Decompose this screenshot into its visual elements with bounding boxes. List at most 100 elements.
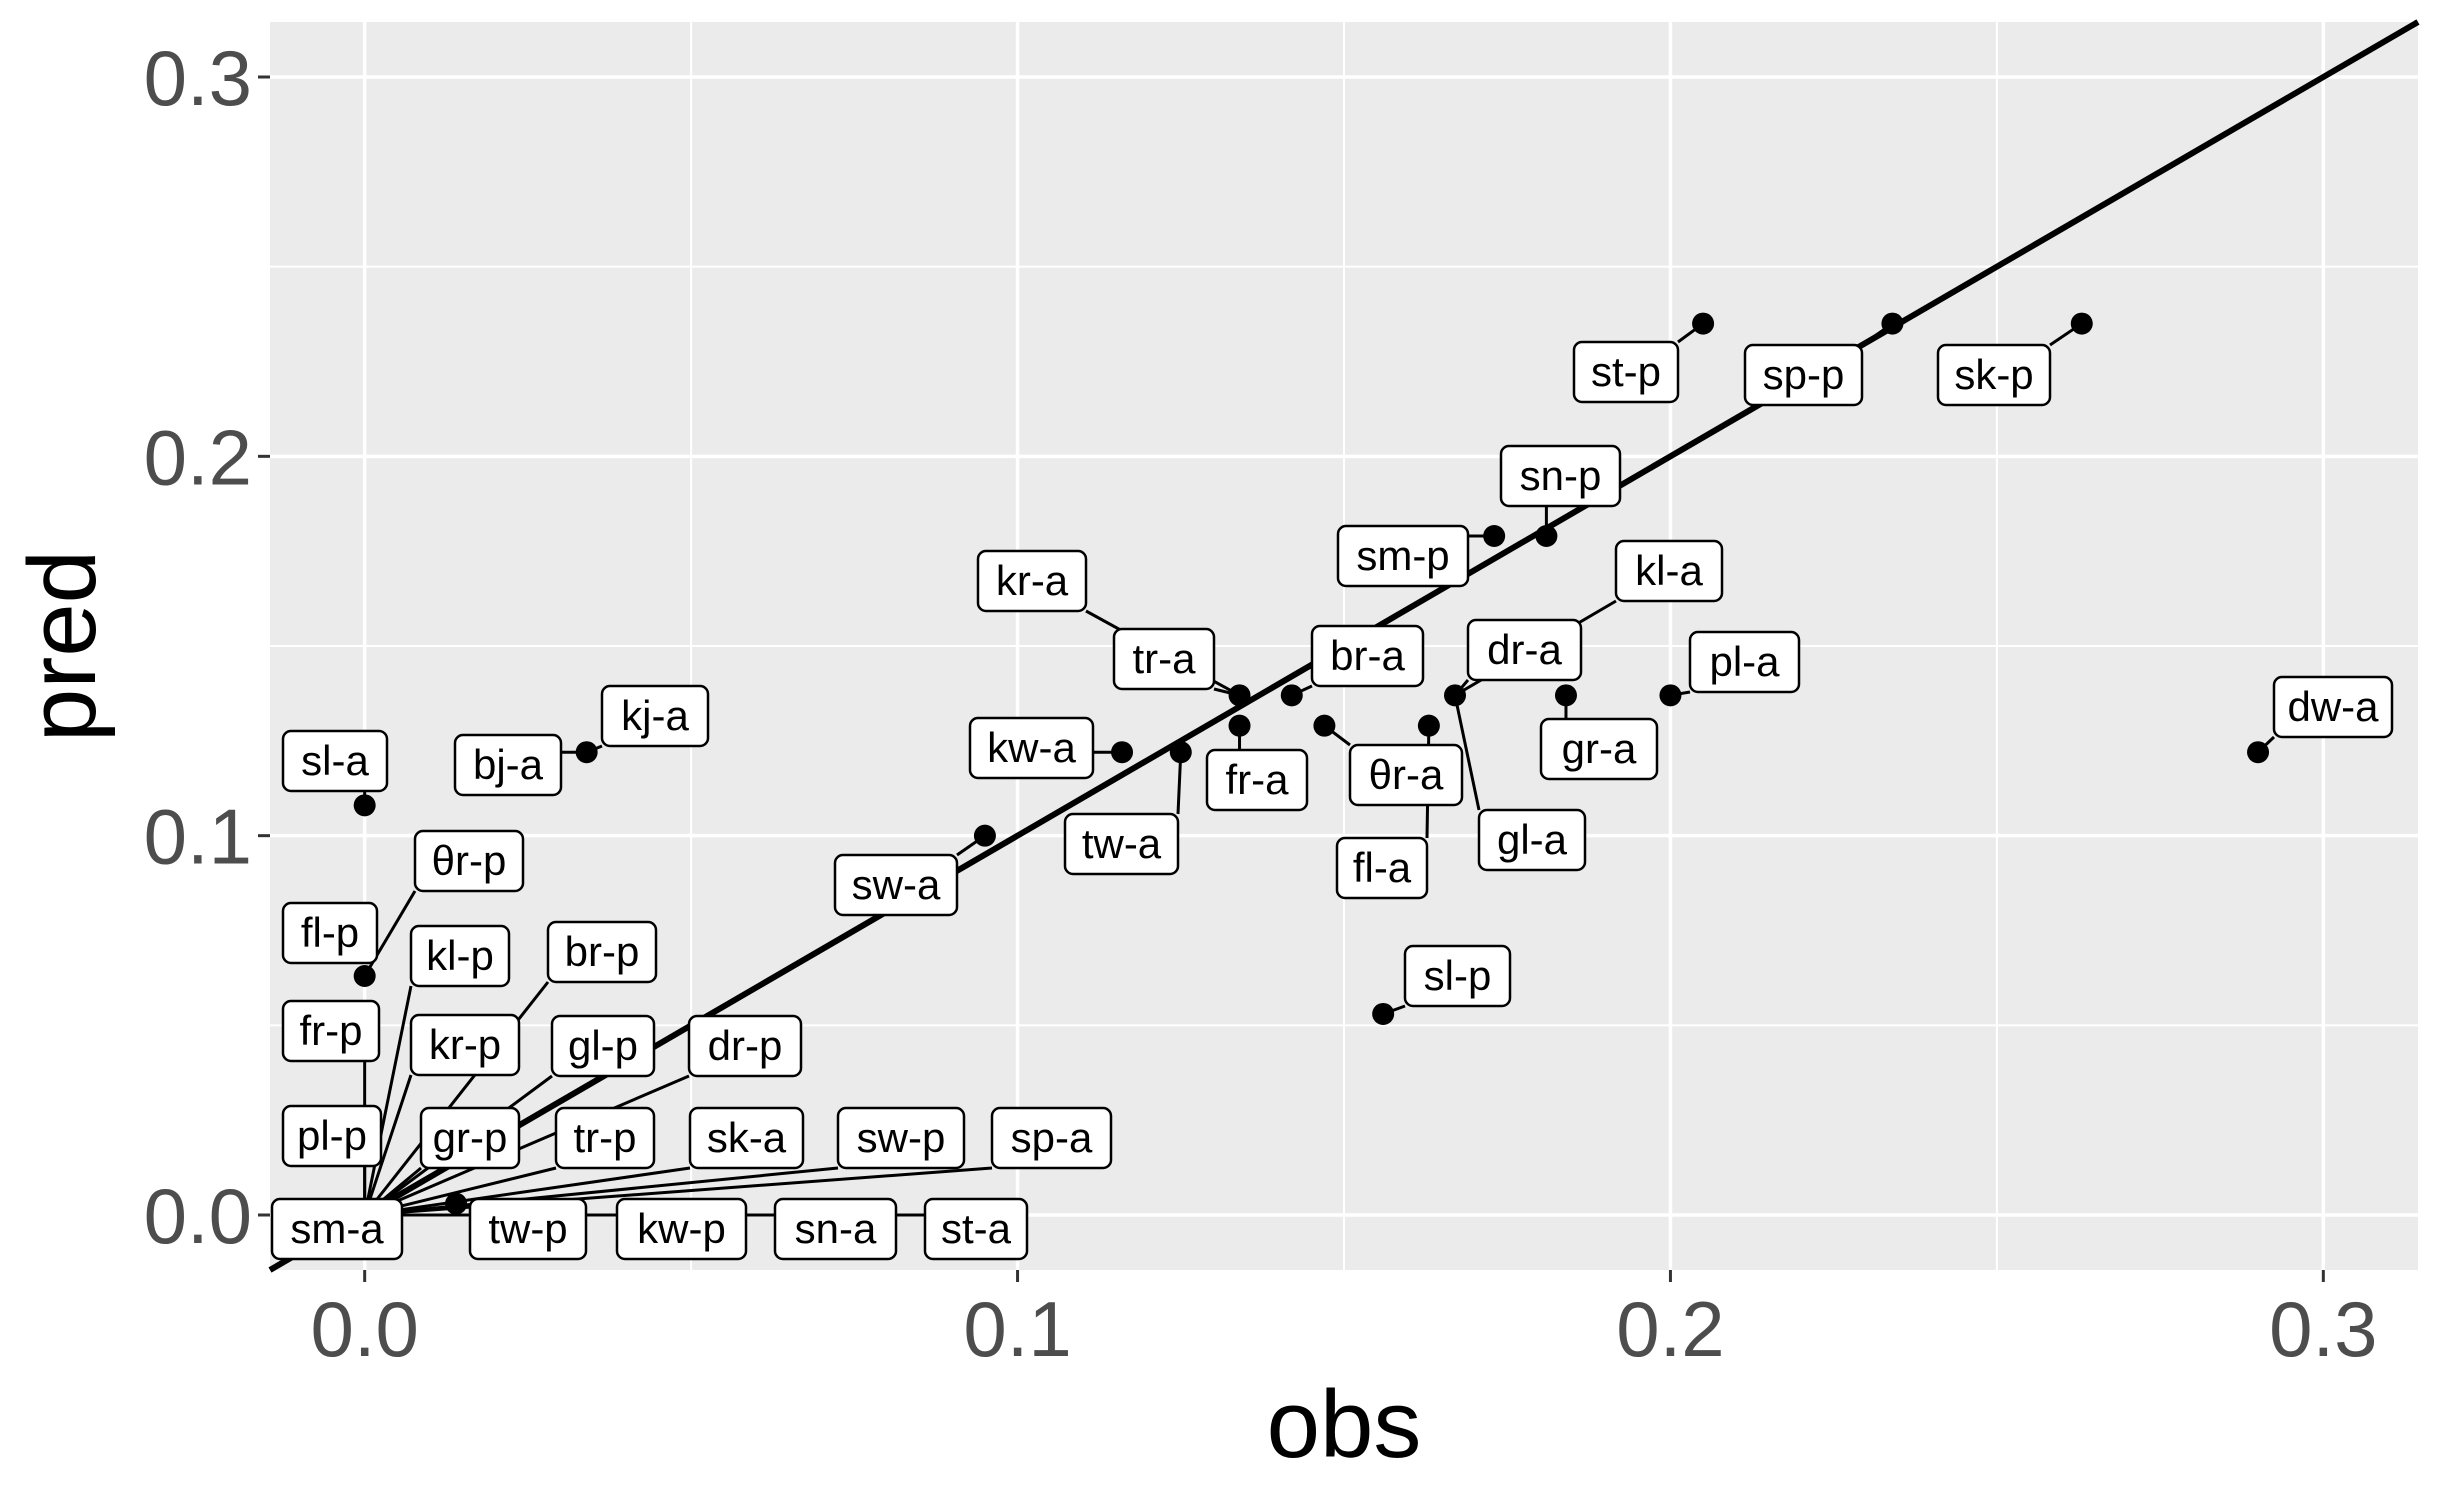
label-box xyxy=(1112,627,1216,691)
label-text: fl-p xyxy=(301,909,359,956)
data-point-sw-a xyxy=(973,824,996,847)
label-box xyxy=(600,684,710,748)
label-box xyxy=(1936,343,2052,407)
data-point-dw-a xyxy=(2247,741,2270,764)
x-tick-label: 0.2 xyxy=(1616,1285,1724,1373)
point-label-θr-a: θr-a xyxy=(1348,743,1464,807)
label-text: tw-a xyxy=(1082,820,1162,867)
leader-line-sk-a xyxy=(364,1166,691,1217)
label-box xyxy=(1466,618,1583,682)
label-box xyxy=(687,1014,803,1078)
data-point-kl-a xyxy=(1443,684,1466,707)
data-point-pl-a xyxy=(1659,684,1682,707)
point-label-θr-p: θr-p xyxy=(413,829,525,893)
label-text: sk-p xyxy=(1954,351,2033,398)
label-box xyxy=(281,729,389,793)
label-text: kl-p xyxy=(426,932,494,979)
data-point-θr-p xyxy=(353,965,376,988)
data-point-gr-a xyxy=(1554,684,1577,707)
label-text: br-a xyxy=(1330,632,1405,679)
point-label-sw-a: sw-a xyxy=(833,853,959,917)
label-text: bj-a xyxy=(473,741,544,788)
label-text: sw-p xyxy=(857,1114,946,1161)
label-box xyxy=(615,1197,748,1261)
label-box xyxy=(1688,630,1801,694)
x-axis-title: obs xyxy=(1267,1371,1422,1478)
leader-line-kl-p xyxy=(363,985,413,1216)
label-text: fr-a xyxy=(1226,756,1290,803)
leader-line-sw-p xyxy=(364,1166,839,1217)
label-text: gl-p xyxy=(568,1022,638,1069)
label-box xyxy=(1348,743,1464,807)
point-label-kl-p: kl-p xyxy=(409,924,511,988)
label-box xyxy=(833,853,959,917)
data-point-sk-p xyxy=(2070,312,2093,335)
data-point-tw-p xyxy=(445,1192,468,1215)
point-label-sn-a: sn-a xyxy=(773,1197,898,1261)
data-points xyxy=(353,312,2270,1226)
x-tick-label: 0.3 xyxy=(2269,1285,2377,1373)
label-box xyxy=(453,733,563,797)
point-label-sk-p: sk-p xyxy=(1936,343,2052,407)
label-text: tr-p xyxy=(574,1114,637,1161)
label-text: sm-p xyxy=(1356,532,1449,579)
point-label-kw-p: kw-p xyxy=(615,1197,748,1261)
label-text: sk-a xyxy=(707,1114,787,1161)
label-text: kw-p xyxy=(637,1205,726,1252)
label-box xyxy=(1335,836,1429,900)
point-label-kl-a: kl-a xyxy=(1614,539,1724,603)
data-point-kj-a xyxy=(575,741,598,764)
point-label-kr-p: kr-p xyxy=(409,1013,521,1077)
label-text: kj-a xyxy=(621,692,689,739)
label-text: sm-a xyxy=(290,1205,384,1252)
point-label-dr-p: dr-p xyxy=(687,1014,803,1078)
point-label-tw-p: tw-p xyxy=(468,1197,588,1261)
label-box xyxy=(923,1197,1029,1261)
label-box xyxy=(409,924,511,988)
point-label-tr-a: tr-a xyxy=(1112,627,1216,691)
point-label-br-p: br-p xyxy=(546,920,658,984)
y-axis-title: pred xyxy=(9,550,116,742)
point-label-sp-a: sp-a xyxy=(990,1106,1113,1170)
label-box xyxy=(2272,675,2394,739)
label-box xyxy=(409,1013,521,1077)
point-label-tw-a: tw-a xyxy=(1063,812,1180,876)
label-text: sp-p xyxy=(1763,351,1845,398)
point-label-kr-a: kr-a xyxy=(976,549,1088,613)
label-box xyxy=(1063,812,1180,876)
label-text: kr-p xyxy=(429,1021,501,1068)
label-text: θr-a xyxy=(1369,751,1444,798)
label-box xyxy=(413,829,525,893)
label-box xyxy=(550,1014,656,1078)
label-text: sl-a xyxy=(301,737,369,784)
label-text: sw-a xyxy=(852,861,941,908)
point-label-fr-a: fr-a xyxy=(1205,748,1309,812)
label-box xyxy=(1403,944,1512,1008)
label-box xyxy=(990,1106,1113,1170)
label-box xyxy=(688,1106,805,1170)
label-box xyxy=(1614,539,1724,603)
label-text: tw-p xyxy=(488,1205,567,1252)
point-labels: st-p sp-p sk-p sn-p sm-p kl-a dr-a gl-a gr-a pl-a… xyxy=(270,340,2394,1261)
point-label-sp-p: sp-p xyxy=(1743,343,1864,407)
label-box xyxy=(270,1197,404,1261)
y-tick-label: 0.1 xyxy=(144,793,252,881)
label-box xyxy=(1539,717,1659,781)
y-tick-label: 0.0 xyxy=(144,1172,252,1260)
point-label-st-p: st-p xyxy=(1572,340,1680,404)
label-text: dw-a xyxy=(2287,683,2379,730)
label-box xyxy=(281,1104,383,1168)
label-text: gr-p xyxy=(433,1114,508,1161)
y-tick-label: 0.2 xyxy=(144,413,252,501)
data-point-sm-p xyxy=(1483,524,1506,547)
data-point-sl-a xyxy=(353,794,376,817)
label-box xyxy=(968,716,1095,780)
label-text: gr-a xyxy=(1562,725,1637,772)
point-label-sl-p: sl-p xyxy=(1403,944,1512,1008)
point-label-pl-a: pl-a xyxy=(1688,630,1801,694)
label-text: dr-p xyxy=(708,1022,783,1069)
label-box xyxy=(773,1197,898,1261)
label-box xyxy=(1477,808,1587,872)
